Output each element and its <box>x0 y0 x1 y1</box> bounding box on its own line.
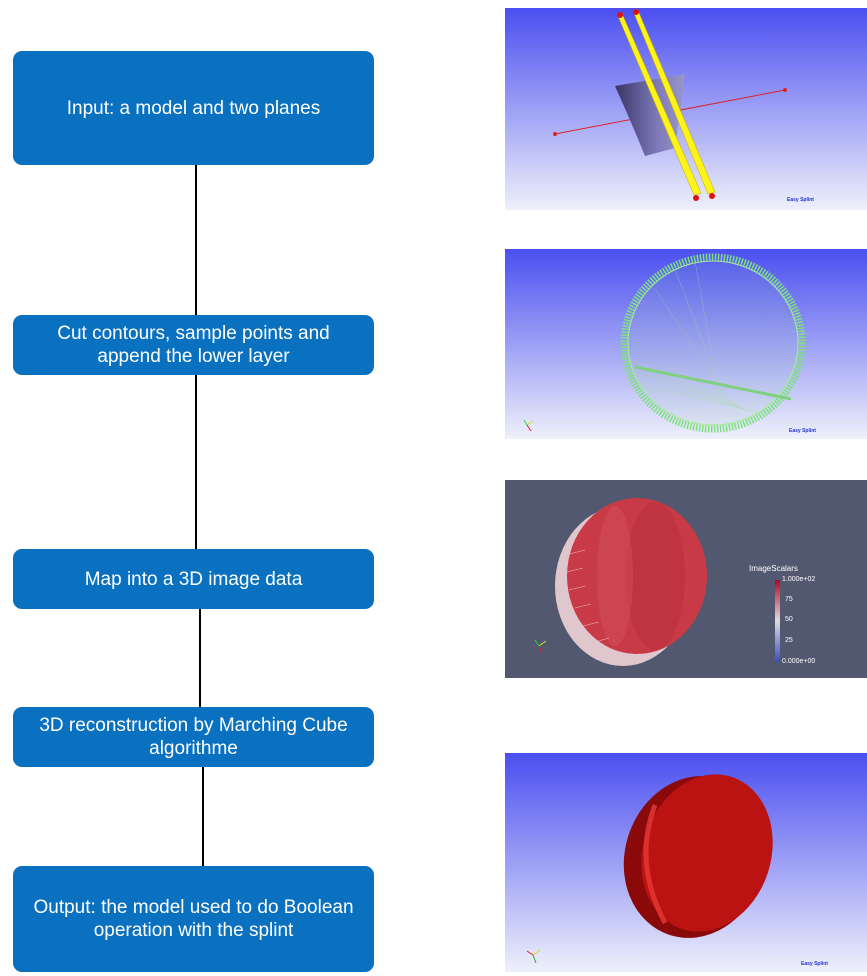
watermark-2: Easy Splint <box>789 428 816 434</box>
output-disc <box>641 774 773 932</box>
render-contour-points: Easy Splint <box>505 249 867 439</box>
legend-tick-50: 50 <box>785 616 793 623</box>
connector-3 <box>199 609 201 707</box>
legend-tick-max: 1.000e+02 <box>782 576 815 583</box>
step-output: Output: the model used to do Boolean ope… <box>13 866 374 972</box>
point-contour-inner <box>627 260 799 426</box>
legend-title: ImageScalars <box>749 564 798 573</box>
step-input: Input: a model and two planes <box>13 51 374 165</box>
legend-tick-min: 0.000e+00 <box>782 658 815 665</box>
step-cut-contours: Cut contours, sample points and append t… <box>13 315 374 375</box>
step-map-image: Map into a 3D image data <box>13 549 374 609</box>
watermark-4: Easy Splint <box>801 961 828 967</box>
sample-lines <box>626 260 758 413</box>
color-bar <box>775 580 780 662</box>
point-contour-outer <box>620 253 806 433</box>
legend-tick-75: 75 <box>785 596 793 603</box>
legend-tick-25: 25 <box>785 637 793 644</box>
axes-icon <box>523 419 534 432</box>
render-image-data: ImageScalars 1.000e+02 75 50 25 0.000e+0… <box>505 480 867 678</box>
step-reconstruction: 3D reconstruction by Marching Cube algor… <box>13 707 374 767</box>
render-input-planes: Easy Splint <box>505 8 867 210</box>
connector-4 <box>202 767 204 866</box>
render-output-model: Easy Splint <box>505 753 867 972</box>
connector-2 <box>195 375 197 549</box>
axes-icon <box>534 639 547 655</box>
connector-1 <box>195 165 197 315</box>
watermark-1: Easy Splint <box>787 197 814 203</box>
axes-icon <box>526 949 541 964</box>
